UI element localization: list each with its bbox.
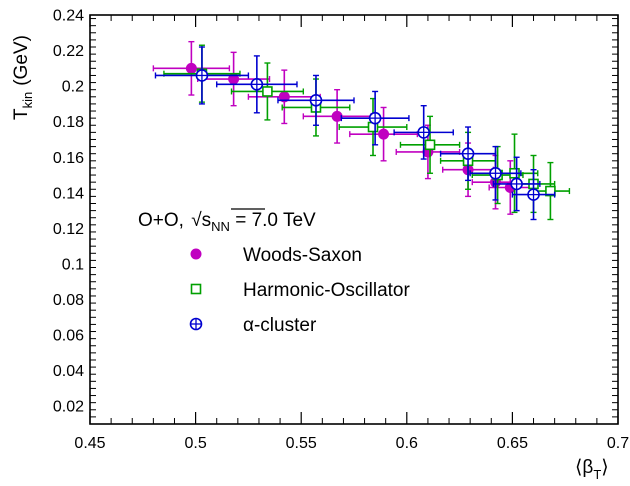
data-point [399,115,461,174]
x-tick-label: 0.65 [497,435,528,452]
y-tick-label: 0.16 [53,150,84,167]
x-axis-label: ⟨βT⟩ [575,457,609,482]
legend-label: Harmonic-Oscillator [243,280,410,301]
sqrt-subscript: NN [211,219,230,234]
legend-header: O+O, √sNN = 7.0 TeV [138,210,316,234]
data-marker-shape [424,139,436,151]
data-point [439,126,497,182]
y-tick-label: 0.1 [62,256,84,273]
legend-label: α-cluster [243,315,317,336]
legend-entry-harmonic-oscillator: Harmonic-Oscillator [190,280,410,301]
data-point [340,90,410,146]
data-marker [185,62,197,74]
plot-marks [152,40,571,221]
legend-entry-woods-saxon: Woods-Saxon [190,245,362,266]
y-tick-label: 0.12 [53,221,84,238]
x-tick-label: 0.5 [184,435,206,452]
plot-frame [89,14,619,425]
data-point [349,106,419,162]
legend-marker-shape [190,283,202,295]
data-marker [417,126,430,139]
x-axis-title: ⟨βT⟩ [575,457,609,482]
legend-entry-cluster: α-cluster [189,315,317,336]
data-marker [461,147,475,161]
data-point [154,46,250,105]
data-point [277,74,355,126]
data-point [492,156,541,212]
y-axis-label: Tkin(GeV) [11,35,35,120]
data-marker [527,188,540,201]
y-axis-title: Tkin(GeV) [11,35,35,120]
data-marker [424,139,436,151]
y-tick-label: 0.18 [53,114,84,131]
data-marker-shape [331,110,343,122]
data-point [216,55,298,114]
data-marker-shape [378,128,390,140]
legend-marker [190,248,202,260]
legend-header-suffix: = 7.0 TeV [230,210,316,231]
legend-marker-shape [190,248,202,260]
data-point [469,145,522,201]
legend-marker [189,317,203,331]
y-tick-label: 0.24 [53,8,84,25]
data-marker [262,86,273,97]
data-point [230,62,305,121]
legend-label: Woods-Saxon [243,245,362,266]
data-marker [250,78,264,91]
data-point [511,169,556,221]
data-marker [378,128,390,140]
data-marker [489,166,502,180]
axis-ticks: 0.45 0.5 0.55 0.6 0.65 0.7 0.02 0.04 0.06 0.08 0.1… [53,8,629,453]
sqrt-sign: √ [191,210,202,231]
data-point [338,97,408,157]
y-tick-label: 0.22 [53,43,84,60]
y-tick-label: 0.2 [62,79,84,96]
data-marker [331,110,343,122]
data-marker [510,177,523,191]
data-point [152,40,231,96]
y-tick-label: 0.04 [53,363,84,380]
data-marker [195,69,209,82]
x-tick-label: 0.7 [607,435,629,452]
y-tick-label: 0.08 [53,292,84,309]
x-tick-label: 0.45 [74,435,105,452]
sqrt-radicand: s [202,210,212,231]
legend-items: Woods-Saxon Harmonic-Oscillator α-cluster [189,245,410,336]
legend-marker [190,283,202,295]
legend: O+O, √sNN = 7.0 TeV Woods-Saxon Harmonic-… [138,208,410,336]
data-marker [309,94,323,107]
data-point [393,104,454,160]
data-marker [545,185,556,197]
y-tick-label: 0.06 [53,328,84,345]
y-tick-label: 0.02 [53,399,84,416]
data-marker-shape [262,86,273,97]
series-cluster [154,46,556,221]
data-marker [368,111,382,125]
data-marker-shape [545,185,556,197]
x-tick-label: 0.55 [286,435,317,452]
data-marker-shape [185,62,197,74]
x-tick-label: 0.6 [396,435,418,452]
y-tick-label: 0.14 [53,185,84,202]
